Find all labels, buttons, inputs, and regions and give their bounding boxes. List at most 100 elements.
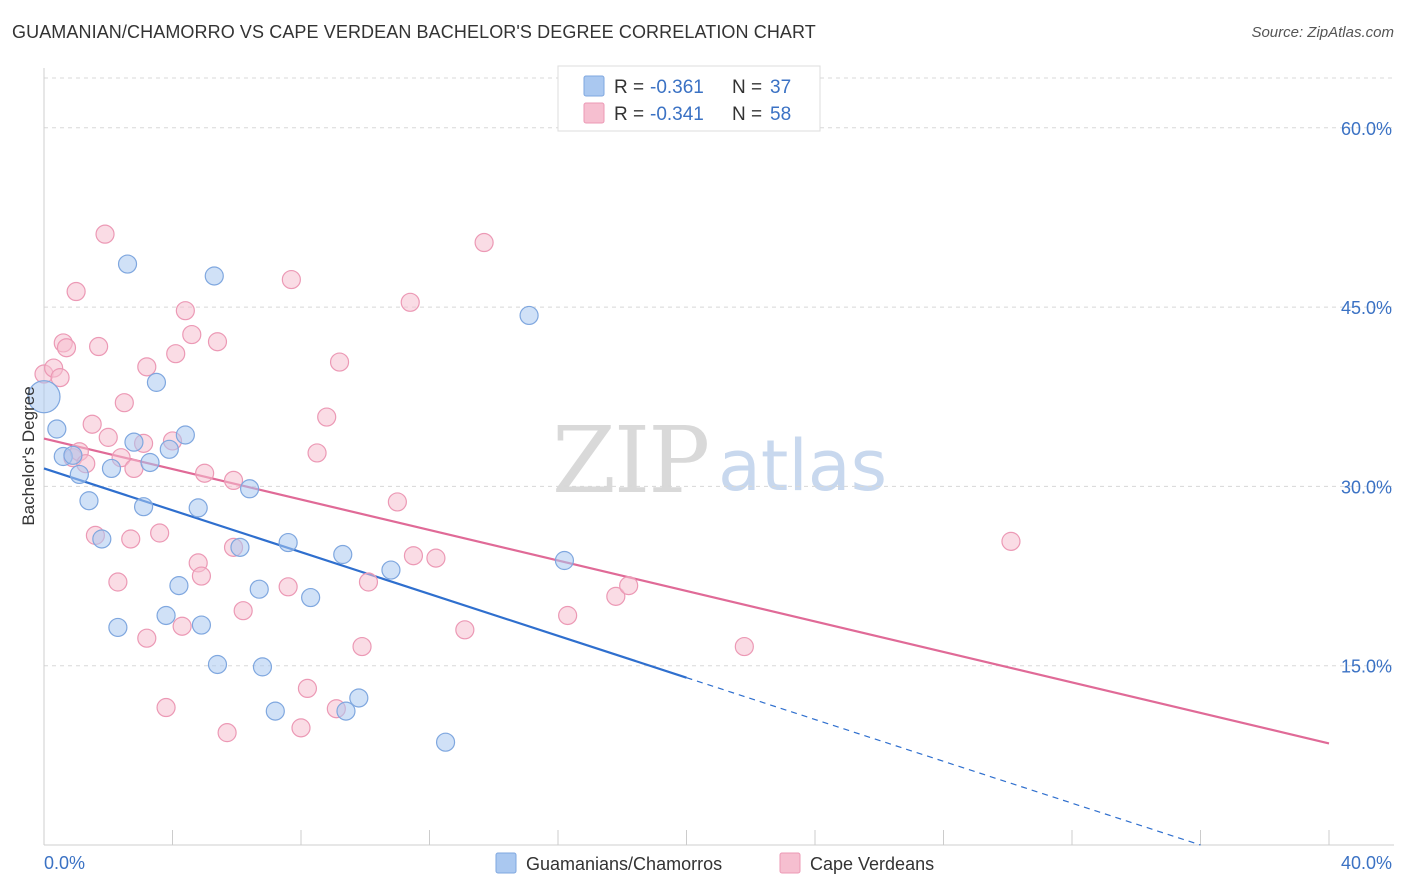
data-point-guamanians [156,605,176,626]
data-point-guamanians [336,701,356,721]
data-point-cape-verdeans [50,368,70,388]
data-point-cape-verdeans [278,577,298,597]
legend-r-label-2: R = [614,104,644,125]
legend-n-value-2: 58 [770,104,791,125]
data-point-guamanians [249,579,269,599]
data-point-cape-verdeans [182,324,202,345]
cape-verdeans-points [34,224,1021,743]
y-tick-label: 45.0% [1341,298,1392,318]
data-point-cape-verdeans [166,344,186,364]
legend: R = -0.361 N = 37 R = -0.341 N = 58 [557,65,821,132]
data-point-guamanians [278,532,298,553]
data-point-cape-verdeans [207,332,228,352]
data-point-guamanians [265,701,285,721]
data-point-cape-verdeans [108,572,128,592]
data-point-guamanians [252,657,273,677]
data-point-cape-verdeans [95,224,115,244]
data-point-cape-verdeans [233,601,253,621]
bottom-legend-swatch-pink [779,852,801,874]
data-point-cape-verdeans [89,336,109,357]
guamanians-points [27,254,575,752]
data-point-guamanians [140,452,160,473]
data-point-guamanians [349,688,369,708]
data-point-guamanians [333,544,353,565]
data-point-cape-verdeans [223,470,244,491]
data-point-guamanians [554,550,575,571]
data-point-cape-verdeans [191,566,212,586]
data-point-guamanians [175,425,195,445]
watermark-atlas: atlas [718,425,887,507]
data-point-guamanians [301,587,321,608]
data-point-cape-verdeans [606,586,626,606]
data-point-cape-verdeans [156,697,176,718]
data-point-guamanians [207,654,228,675]
data-point-guamanians [108,617,128,638]
data-point-cape-verdeans [137,357,157,377]
bottom-legend: Guamanians/Chamorros Cape Verdeans [495,852,934,874]
data-point-cape-verdeans [114,393,134,413]
data-point-guamanians [381,560,401,580]
data-point-guamanians [204,266,224,286]
bottom-legend-label-guamanians: Guamanians/Chamorros [526,854,722,874]
data-point-cape-verdeans [297,678,318,699]
data-point-cape-verdeans [291,718,311,738]
data-point-guamanians [92,529,112,549]
gridlines [44,77,1394,667]
data-point-cape-verdeans [82,414,102,434]
data-point-cape-verdeans [172,616,192,636]
legend-n-value-1: 37 [770,77,791,98]
source-label: Source: ZipAtlas.com [1251,24,1394,41]
data-point-cape-verdeans [217,723,237,743]
legend-n-label-2: N = [732,104,762,125]
data-point-guamanians [146,372,167,392]
data-point-cape-verdeans [403,546,424,566]
data-point-guamanians [188,498,208,518]
y-tick-label: 15.0% [1341,657,1392,677]
data-point-guamanians [79,491,99,511]
data-point-cape-verdeans [150,523,170,543]
data-point-cape-verdeans [195,463,215,483]
data-point-cape-verdeans [175,301,195,321]
legend-r-label-1: R = [614,77,644,98]
data-point-cape-verdeans [66,281,86,302]
y-tick-label: 60.0% [1341,119,1392,139]
data-point-guamanians [124,432,144,452]
chart-title: GUAMANIAN/CHAMORRO VS CAPE VERDEAN BACHE… [12,22,816,42]
data-point-guamanians [69,464,89,485]
x-tick-label-max: 40.0% [1341,853,1392,873]
bottom-legend-swatch-blue [495,852,517,874]
data-point-guamanians [27,380,61,414]
legend-n-label-1: N = [732,77,762,98]
data-point-cape-verdeans [281,269,301,290]
legend-r-value-2: -0.341 [650,104,704,125]
data-point-guamanians [230,537,250,557]
data-point-cape-verdeans [121,529,141,549]
data-point-guamanians [63,445,83,465]
data-point-cape-verdeans [734,636,754,657]
data-point-guamanians [240,479,260,499]
x-tick-label-min: 0.0% [44,853,85,873]
data-point-guamanians [47,419,67,439]
legend-swatch-blue [583,75,605,97]
data-point-cape-verdeans [317,407,337,427]
data-point-cape-verdeans [329,352,350,372]
data-point-guamanians [519,305,539,326]
data-point-guamanians [133,497,154,517]
data-point-cape-verdeans [455,620,475,640]
data-point-guamanians [169,576,189,596]
bottom-legend-label-cape-verdeans: Cape Verdeans [810,854,934,874]
data-point-guamanians [117,254,138,274]
y-tick-label: 30.0% [1341,477,1392,497]
data-point-cape-verdeans [98,427,118,447]
data-point-cape-verdeans [1001,531,1021,551]
data-point-cape-verdeans [426,548,446,568]
y-axis-title: Bachelor's Degree [19,386,38,525]
axes [43,68,1394,846]
data-point-guamanians [159,439,179,459]
data-point-cape-verdeans [56,338,77,358]
data-point-cape-verdeans [137,628,157,648]
data-point-guamanians [191,615,212,635]
trend-line-guamanians-extension [686,677,1201,846]
data-point-cape-verdeans [474,232,494,253]
data-point-cape-verdeans [558,605,578,626]
